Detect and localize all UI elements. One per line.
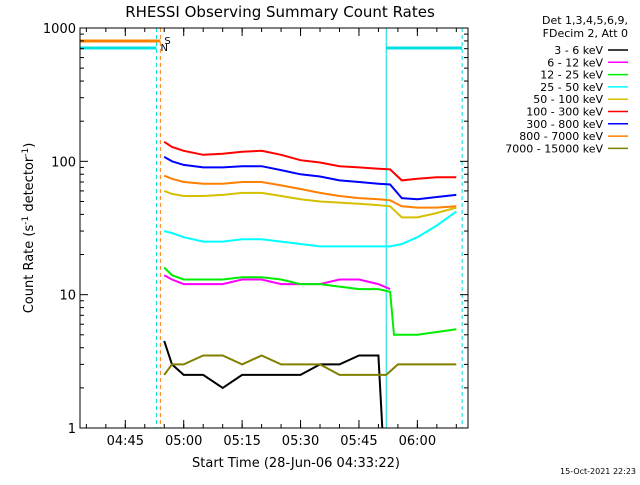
generation-timestamp: 15-Oct-2021 22:23 (560, 467, 636, 476)
plot-frame (79, 27, 469, 429)
y-tick-label: 10 (59, 289, 76, 304)
y-tick-label: 100 (51, 155, 76, 170)
legend-item-label: 50 - 100 keV (533, 93, 603, 106)
series-line (163, 274, 391, 291)
x-tick-label: 05:30 (282, 434, 319, 449)
series-line (163, 156, 457, 201)
series-line (163, 266, 457, 336)
y-axis-label: Count Rate (s-1 detector-1) (21, 143, 37, 314)
x-tick-label: 04:45 (107, 434, 144, 449)
series-layer (163, 140, 457, 429)
x-tick-label: 05:15 (223, 434, 260, 449)
series-line (163, 210, 457, 248)
legend-item-label: 12 - 25 keV (540, 69, 603, 82)
x-tick-label: 06:00 (399, 434, 436, 449)
legend-item-label: 6 - 12 keV (547, 56, 603, 69)
series-line (163, 189, 457, 219)
series-line (163, 140, 457, 182)
legend-item-label: 800 - 7000 keV (519, 130, 603, 143)
x-axis-label: Start Time (28-Jun-06 04:33:22) (192, 456, 400, 471)
saa-flag-label: S (164, 36, 170, 47)
night-flag-label: N (160, 43, 167, 54)
series-line (163, 340, 384, 429)
x-axis: 04:45 05:00 05:15 05:30 05:45 06:00 (85, 28, 457, 449)
legend-item-label: 100 - 300 keV (526, 106, 603, 119)
y-axis: 1 10 100 1000 (43, 22, 468, 437)
series-line (163, 174, 457, 209)
legend-header-decimation: FDecim 2, Att 0 (543, 27, 628, 40)
x-tick-label: 05:45 (340, 434, 377, 449)
legend-item-label: 25 - 50 keV (540, 81, 603, 94)
legend: Det 1,3,4,5,6,9, FDecim 2, Att 0 3 - 6 k… (505, 14, 628, 155)
y-tick-label: 1 (68, 422, 76, 437)
y-tick-label: 1000 (43, 22, 76, 37)
legend-item-label: 300 - 800 keV (526, 118, 603, 131)
x-tick-label: 05:00 (165, 434, 202, 449)
legend-item-label: 7000 - 15000 keV (505, 142, 603, 155)
series-line (163, 354, 457, 376)
legend-header-detectors: Det 1,3,4,5,6,9, (542, 14, 628, 27)
legend-item-label: 3 - 6 keV (554, 44, 603, 57)
chart-title: RHESSI Observing Summary Count Rates (125, 3, 435, 21)
